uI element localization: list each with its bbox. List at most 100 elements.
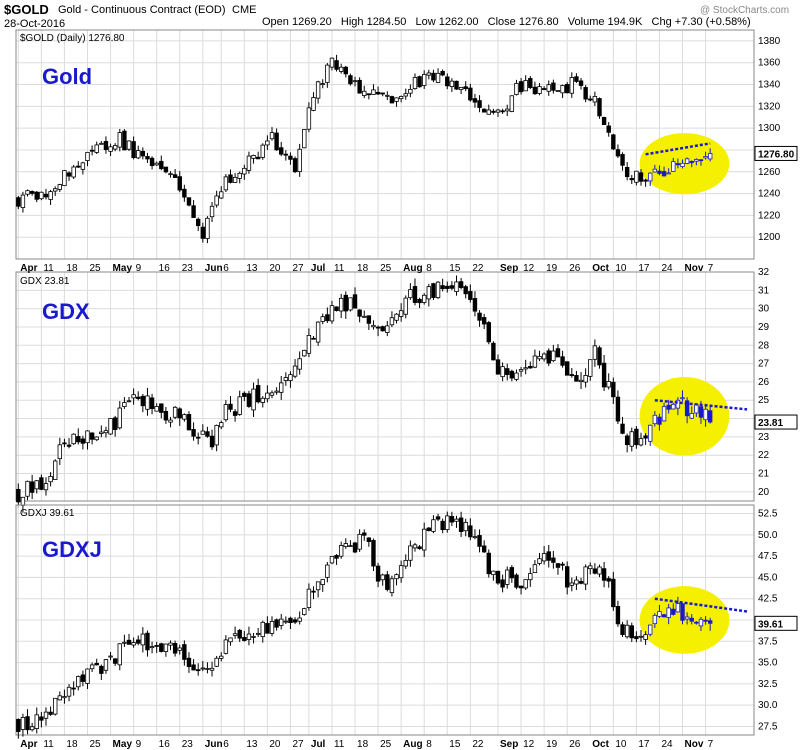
candle-body bbox=[71, 166, 76, 178]
candle-body bbox=[255, 156, 261, 160]
candle-body bbox=[698, 618, 704, 627]
candle-body bbox=[398, 565, 404, 579]
candle-body bbox=[454, 281, 459, 292]
candle-body bbox=[306, 335, 312, 354]
candle-body bbox=[311, 337, 316, 340]
x-tick-label: 7 bbox=[708, 263, 714, 274]
candle-body bbox=[592, 96, 598, 103]
candle-body bbox=[578, 379, 584, 382]
candle-body bbox=[214, 424, 219, 446]
candle-body bbox=[634, 636, 639, 640]
candle-body bbox=[131, 141, 136, 159]
x-tick-label: 20 bbox=[269, 739, 281, 750]
candle-body bbox=[251, 388, 256, 411]
candle-body bbox=[362, 90, 367, 96]
candle-body bbox=[551, 557, 556, 563]
x-axis-gdxj: Apr 11 18 25 May 9 16 23 Jun 6 13 20 27 Jul 11 18 25 Aug 8… bbox=[20, 739, 713, 750]
trend-line bbox=[654, 398, 748, 411]
x-tick-label: 26 bbox=[569, 263, 581, 274]
candle-body bbox=[149, 397, 155, 409]
candle-body bbox=[315, 81, 321, 99]
panel-gdxj: 27.530.032.535.037.540.042.545.047.550.0… bbox=[15, 504, 798, 739]
candle-body bbox=[320, 83, 325, 86]
x-tick-label: Apr bbox=[20, 263, 37, 274]
x-tick-label: 23 bbox=[182, 263, 194, 274]
x-tick-label: 7 bbox=[708, 739, 714, 750]
x-tick-label: Apr bbox=[20, 739, 37, 750]
candle-body bbox=[684, 158, 690, 164]
candle-body bbox=[675, 163, 681, 166]
x-tick-label: 11 bbox=[43, 739, 54, 750]
candle-body bbox=[348, 297, 353, 311]
y-tick-label: 52.5 bbox=[758, 509, 778, 520]
x-tick-label: May bbox=[113, 263, 133, 274]
candle-body bbox=[491, 570, 496, 576]
candle-body bbox=[80, 438, 86, 444]
y-tick-label: 42.5 bbox=[758, 594, 778, 605]
x-tick-label: Aug bbox=[403, 263, 422, 274]
contract-name: Gold - Continuous Contract (EOD) bbox=[58, 4, 226, 16]
candle-body bbox=[583, 566, 588, 585]
candle-body bbox=[403, 559, 408, 567]
y-tick-label: 1380 bbox=[758, 36, 781, 47]
candle-body bbox=[597, 347, 602, 366]
candle-body bbox=[292, 365, 298, 377]
x-tick-label: 15 bbox=[449, 739, 461, 750]
candle-body bbox=[375, 91, 381, 95]
candle-body bbox=[108, 418, 113, 435]
candle-body bbox=[320, 579, 325, 585]
candle-body bbox=[34, 714, 39, 730]
candle-body bbox=[680, 397, 685, 400]
candle-body bbox=[422, 528, 427, 551]
candle-body bbox=[260, 397, 265, 403]
candle-body bbox=[611, 381, 616, 398]
candle-body bbox=[71, 687, 76, 690]
candle-body bbox=[288, 374, 293, 381]
candle-body bbox=[458, 517, 464, 532]
panel-frame bbox=[15, 29, 755, 260]
candle-body bbox=[532, 86, 538, 95]
candle-body bbox=[302, 349, 307, 357]
candle-body bbox=[477, 312, 482, 321]
candle-body bbox=[357, 79, 362, 94]
x-tick-label: 15 bbox=[449, 263, 461, 274]
candle-body bbox=[43, 483, 49, 491]
candle-body bbox=[182, 188, 187, 198]
candle-body bbox=[703, 408, 708, 421]
candle-body bbox=[491, 110, 496, 113]
candle-body bbox=[269, 621, 275, 634]
candle-body bbox=[265, 392, 270, 400]
candle-body bbox=[440, 285, 445, 290]
candle-body bbox=[195, 669, 201, 672]
candle-body bbox=[16, 718, 21, 732]
candle-body bbox=[112, 417, 118, 430]
candle-body bbox=[177, 408, 182, 419]
candle-body bbox=[564, 361, 570, 376]
candle-body bbox=[103, 659, 109, 671]
candle-body bbox=[380, 326, 385, 332]
candle-body bbox=[648, 424, 653, 442]
candle-body bbox=[20, 717, 26, 730]
candle-body bbox=[306, 107, 312, 130]
x-tick-label: Nov bbox=[685, 739, 704, 750]
candle-body bbox=[371, 539, 376, 567]
candle-body bbox=[186, 414, 192, 431]
candle-body bbox=[601, 116, 607, 125]
candle-body bbox=[394, 97, 399, 102]
candle-body bbox=[528, 573, 533, 581]
candle-body bbox=[39, 477, 44, 490]
candle-body bbox=[103, 141, 109, 150]
candle-body bbox=[606, 381, 611, 388]
y-tick-label: 1200 bbox=[758, 232, 781, 243]
candle-body bbox=[615, 396, 621, 422]
last-value-box bbox=[754, 145, 798, 161]
candle-body bbox=[62, 696, 67, 699]
candle-body bbox=[159, 160, 164, 170]
candle-body bbox=[435, 516, 441, 520]
candle-body bbox=[592, 568, 598, 574]
candle-body bbox=[43, 193, 49, 198]
candle-body bbox=[311, 590, 316, 593]
candle-body bbox=[29, 726, 35, 731]
candle-body bbox=[389, 578, 395, 594]
candle-body bbox=[140, 150, 146, 157]
